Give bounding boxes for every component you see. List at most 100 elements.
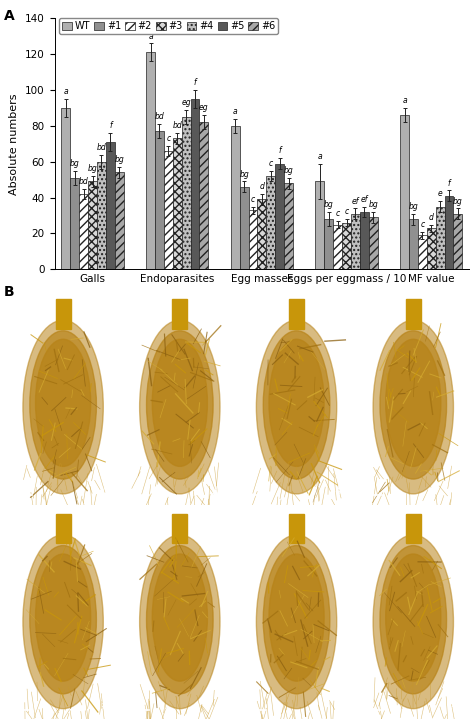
Ellipse shape xyxy=(23,535,103,708)
Text: f: f xyxy=(194,79,196,87)
Text: A: A xyxy=(4,9,15,23)
Bar xyxy=(454,214,462,269)
Text: bg: bg xyxy=(409,202,418,211)
Bar xyxy=(79,194,88,269)
Bar xyxy=(418,235,427,269)
Text: a: a xyxy=(233,107,237,116)
Text: d: d xyxy=(259,182,264,191)
Ellipse shape xyxy=(380,545,447,694)
Ellipse shape xyxy=(269,339,324,467)
Bar xyxy=(333,224,342,269)
Bar xyxy=(173,299,187,328)
Text: c: c xyxy=(336,209,340,218)
Bar xyxy=(257,199,266,269)
Bar xyxy=(284,183,293,269)
Text: #4: #4 xyxy=(217,701,231,711)
Bar xyxy=(88,181,97,269)
Text: #3: #3 xyxy=(100,701,115,711)
Text: a: a xyxy=(402,96,407,106)
Text: a: a xyxy=(318,152,322,161)
Text: c: c xyxy=(166,134,171,143)
Text: #1: #1 xyxy=(334,486,348,496)
Ellipse shape xyxy=(269,554,324,681)
Text: f: f xyxy=(109,122,112,130)
Ellipse shape xyxy=(386,554,441,681)
Bar xyxy=(70,178,79,269)
Ellipse shape xyxy=(256,535,337,708)
Bar xyxy=(436,207,445,269)
Text: f: f xyxy=(278,146,281,156)
Text: bd: bd xyxy=(155,112,164,122)
Text: bg: bg xyxy=(368,200,378,209)
Bar xyxy=(164,151,173,269)
Text: bd: bd xyxy=(173,122,182,130)
Bar xyxy=(360,212,369,269)
Text: bg: bg xyxy=(114,155,124,165)
Text: bg: bg xyxy=(283,166,293,175)
Bar xyxy=(342,223,351,269)
Bar xyxy=(146,52,155,269)
Bar xyxy=(351,214,360,269)
Text: #6: #6 xyxy=(451,701,465,711)
Text: c: c xyxy=(251,195,255,204)
Bar xyxy=(200,122,209,269)
Bar xyxy=(97,162,106,269)
Text: B: B xyxy=(4,285,14,299)
Ellipse shape xyxy=(256,320,337,494)
Ellipse shape xyxy=(30,331,96,479)
Bar xyxy=(55,299,71,328)
Text: bg: bg xyxy=(453,197,463,206)
Ellipse shape xyxy=(152,339,208,467)
Bar xyxy=(406,299,421,328)
Text: ef: ef xyxy=(361,195,368,204)
Text: #5: #5 xyxy=(334,701,348,711)
Bar xyxy=(266,176,275,269)
Bar xyxy=(231,126,240,269)
Text: bg: bg xyxy=(324,200,334,209)
Text: ef: ef xyxy=(352,197,359,206)
Bar xyxy=(182,117,191,269)
Bar xyxy=(427,228,436,269)
Bar xyxy=(324,219,333,269)
Ellipse shape xyxy=(380,331,447,479)
Ellipse shape xyxy=(263,545,330,694)
Bar xyxy=(248,210,257,269)
Text: WT: WT xyxy=(99,486,115,496)
Bar xyxy=(191,99,200,269)
Bar xyxy=(406,514,421,543)
Text: e: e xyxy=(438,189,442,199)
Text: f: f xyxy=(447,179,450,188)
Bar xyxy=(155,131,164,269)
Ellipse shape xyxy=(373,320,454,494)
Bar xyxy=(55,514,71,543)
Text: eg: eg xyxy=(182,98,191,107)
Text: #2: #2 xyxy=(451,486,465,496)
Bar xyxy=(240,187,248,269)
Bar xyxy=(400,115,409,269)
Legend: WT, #1, #2, #3, #4, #5, #6: WT, #1, #2, #3, #4, #5, #6 xyxy=(59,18,278,34)
Bar xyxy=(106,142,115,269)
Text: a: a xyxy=(148,31,153,41)
Ellipse shape xyxy=(373,535,454,708)
Ellipse shape xyxy=(146,545,213,694)
Ellipse shape xyxy=(152,554,208,681)
Text: a: a xyxy=(64,87,68,96)
Bar xyxy=(409,219,418,269)
Ellipse shape xyxy=(36,339,91,467)
Bar xyxy=(173,514,187,543)
Text: c: c xyxy=(345,207,349,216)
Text: bd: bd xyxy=(79,177,89,186)
Bar xyxy=(173,138,182,269)
Text: eg: eg xyxy=(199,103,209,112)
Bar xyxy=(289,299,304,328)
Ellipse shape xyxy=(146,331,213,479)
Ellipse shape xyxy=(140,320,220,494)
Text: d: d xyxy=(429,213,434,222)
Bar xyxy=(115,173,124,269)
Ellipse shape xyxy=(23,320,103,494)
Text: bg: bg xyxy=(70,159,80,168)
Bar xyxy=(445,196,454,269)
Ellipse shape xyxy=(36,554,91,681)
Ellipse shape xyxy=(386,339,441,467)
Text: bd: bd xyxy=(97,143,106,152)
